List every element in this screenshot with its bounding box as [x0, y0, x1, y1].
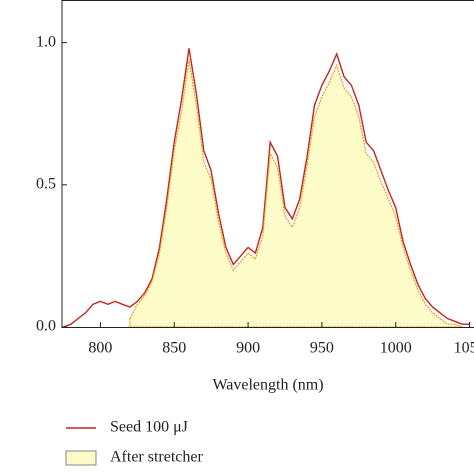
y-tick-label: 0.5 [36, 175, 56, 192]
x-axis-label: Wavelength (nm) [212, 377, 323, 394]
x-tick-label: 800 [88, 340, 112, 357]
x-tick-label: 850 [162, 340, 186, 357]
plot-frame [61, 0, 474, 328]
x-tick-label: 950 [310, 340, 334, 357]
legend-swatch [65, 450, 97, 466]
x-tick-label: 1000 [380, 340, 412, 357]
y-tick-label: 0.0 [36, 318, 56, 335]
legend-label: Seed 100 μJ [110, 419, 188, 436]
x-tick-label: 900 [236, 340, 260, 357]
y-tick-label: 1.0 [36, 33, 56, 50]
area [129, 59, 463, 328]
line [63, 48, 470, 328]
legend-label: After stretcher [110, 449, 204, 466]
x-tick-label: 1050 [454, 340, 474, 357]
